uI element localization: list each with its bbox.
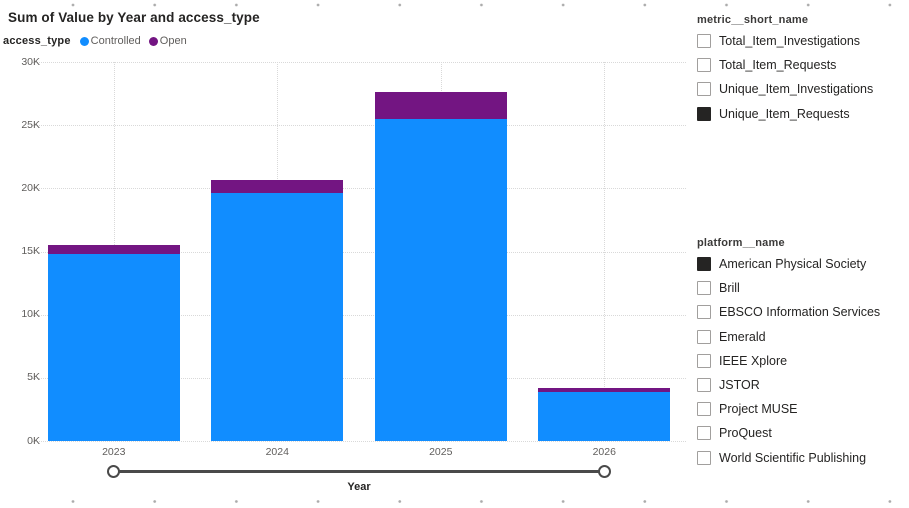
y-tick-label-20K: 20K (21, 181, 40, 194)
slicer-item-label: IEEE Xplore (719, 353, 788, 368)
y-tick-label-10K: 10K (21, 308, 40, 321)
slicer-item-label: Total_Item_Investigations (719, 34, 861, 49)
gridline-h-25K (32, 125, 686, 127)
checkbox-unchecked-icon[interactable] (697, 450, 711, 465)
slicer-item-label: JSTOR (719, 378, 760, 393)
checkbox-unchecked-icon[interactable] (697, 402, 711, 417)
slicer-list-metric: Total_Item_Investigations Total_Item_Requ… (697, 29, 909, 126)
legend-field-label: access_type (3, 35, 71, 47)
bar-segment-controlled-2025[interactable] (374, 118, 507, 441)
gridline-h-15K (32, 251, 686, 253)
gridline-h-0K (32, 441, 686, 442)
slicer-item-label: Unique_Item_Requests (719, 106, 850, 121)
slicer-item-label: World Scientific Publishing (719, 450, 867, 465)
slicer-item-ebsco-information-services[interactable]: EBSCO Information Services (697, 300, 909, 324)
slicer-item-total-item-investigations[interactable]: Total_Item_Investigations (697, 29, 909, 53)
x-tick-label-2026: 2026 (592, 446, 616, 458)
checkbox-unchecked-icon[interactable] (697, 353, 711, 368)
gridline-h-30K (32, 62, 686, 63)
legend-color-dot (148, 36, 158, 46)
y-tick-label-0K: 0K (27, 434, 40, 447)
gridline-h-20K (32, 188, 686, 190)
slicer-item-emerald[interactable]: Emerald (697, 325, 909, 349)
checkbox-unchecked-icon[interactable] (697, 426, 711, 441)
y-tick-label-30K: 30K (21, 55, 40, 68)
bar-segment-controlled-2024[interactable] (211, 193, 344, 441)
slicer-item-label: ProQuest (719, 426, 772, 441)
slicer-item-label: Brill (719, 281, 740, 296)
slicer-item-proquest[interactable]: ProQuest (697, 421, 909, 445)
x-tick-label-2023: 2023 (102, 446, 126, 458)
plot-area (32, 62, 686, 442)
y-tick-label-25K: 25K (21, 118, 40, 131)
slicer-item-label: American Physical Society (719, 257, 867, 272)
checkbox-unchecked-icon[interactable] (697, 82, 711, 97)
bar-segment-controlled-2026[interactable] (538, 391, 671, 441)
x-axis-title: Year (347, 481, 371, 493)
slicer-item-label: Unique_Item_Investigations (719, 82, 874, 97)
gridline-v-2026 (604, 62, 606, 441)
checkbox-unchecked-icon[interactable] (697, 34, 711, 49)
slicer-item-brill[interactable]: Brill (697, 276, 909, 300)
slicer-item-total-item-requests[interactable]: Total_Item_Requests (697, 53, 909, 77)
bar-segment-open-2024[interactable] (211, 180, 344, 194)
zoom-slider-end-handle[interactable] (597, 465, 611, 478)
slicer-item-unique-item-requests[interactable]: Unique_Item_Requests (697, 102, 909, 126)
slicer-header-platform: platform__name (697, 237, 785, 249)
slicer-list-platform: American Physical Society Brill EBSCO Info… (697, 252, 909, 470)
slicer-item-project-muse[interactable]: Project MUSE (697, 397, 909, 421)
legend-item-label: Open (159, 35, 187, 47)
legend-item-label: Controlled (90, 35, 141, 47)
y-tick-label-5K: 5K (27, 371, 40, 384)
checkbox-unchecked-icon[interactable] (697, 329, 711, 344)
slicer-item-unique-item-investigations[interactable]: Unique_Item_Investigations (697, 77, 909, 101)
stacked-column-chart-visual: Sum of Value by Year and access_type acc… (3, 10, 686, 493)
checkbox-checked-icon[interactable] (697, 257, 711, 272)
gridline-h-5K (32, 377, 686, 379)
bar-segment-controlled-2023[interactable] (47, 254, 180, 441)
slicer-item-jstor[interactable]: JSTOR (697, 373, 909, 397)
y-tick-label-15K: 15K (21, 245, 40, 257)
slicer-item-label: EBSCO Information Services (719, 305, 881, 320)
chart-legend: access_type Controlled Open (3, 35, 195, 47)
slicer-item-world-scientific-publishing[interactable]: World Scientific Publishing (697, 446, 909, 470)
legend-color-dot (79, 36, 89, 46)
bar-segment-open-2023[interactable] (47, 245, 180, 254)
slicer-item-label: Total_Item_Requests (719, 58, 837, 73)
checkbox-unchecked-icon[interactable] (697, 281, 711, 296)
checkbox-unchecked-icon[interactable] (697, 378, 711, 393)
checkbox-checked-icon[interactable] (697, 106, 711, 121)
slicer-item-ieee-xplore[interactable]: IEEE Xplore (697, 349, 909, 373)
zoom-slider-start-handle[interactable] (107, 465, 121, 478)
chart-title: Sum of Value by Year and access_type (8, 10, 260, 25)
gridline-h-10K (32, 314, 686, 316)
slicer-item-american-physical-society[interactable]: American Physical Society (697, 252, 909, 276)
x-tick-label-2025: 2025 (429, 446, 453, 458)
checkbox-unchecked-icon[interactable] (697, 58, 711, 73)
slicer-item-label: Emerald (719, 329, 766, 344)
bar-segment-open-2026[interactable] (538, 387, 671, 392)
checkbox-unchecked-icon[interactable] (697, 305, 711, 320)
slicer-header-metric: metric__short_name (697, 14, 809, 26)
legend-item-open[interactable]: Open (148, 35, 187, 47)
bar-segment-open-2025[interactable] (374, 91, 507, 119)
x-axis-zoom-slider-track[interactable] (113, 470, 605, 473)
slicer-item-label: Project MUSE (719, 402, 798, 417)
x-tick-label-2024: 2024 (265, 446, 289, 458)
legend-item-controlled[interactable]: Controlled (79, 35, 141, 47)
